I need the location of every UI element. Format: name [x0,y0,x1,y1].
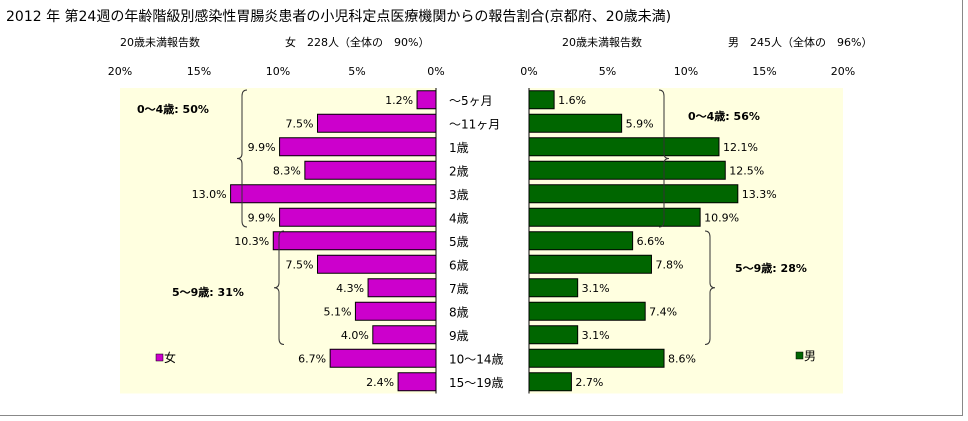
female-bar [230,184,437,204]
female-data-label: 7.5% [286,117,314,130]
female-data-label: 4.3% [336,282,364,295]
male-bar [528,372,572,392]
female-data-label: 8.3% [273,164,301,177]
female-data-label: 4.0% [341,329,369,342]
male-data-label: 7.8% [655,258,683,271]
female-bar [279,207,437,227]
chart-title: 2012 年 第24週の年齢階級別感染性胃腸炎患者の小児科定点医療機関からの報告… [6,8,671,25]
x-tick-label-female: 0% [427,65,444,78]
x-tick-label-male: 20% [831,65,855,78]
male-group-label: 5～9歳: 28% [735,261,807,275]
female-bar [329,348,437,368]
female-bar [416,90,437,110]
header-male-label: 20歳未満報告数 [562,36,642,49]
male-data-label: 7.4% [649,305,677,318]
female-group-brace [236,89,248,228]
male-group-brace [704,230,716,345]
x-tick-label-male: 5% [599,65,616,78]
female-bar [279,137,437,157]
female-data-label: 7.5% [286,258,314,271]
male-bar [528,254,652,274]
x-tick-label-female: 20% [108,65,132,78]
female-group-brace [273,230,285,345]
female-bar [304,160,437,180]
legend-swatch-female [155,353,164,362]
x-tick-label-female: 10% [266,65,290,78]
male-data-label: 2.7% [575,376,603,389]
female-data-label: 10.3% [234,235,269,248]
female-bar [317,254,437,274]
male-bar [528,301,646,321]
male-bar [528,137,720,157]
male-bar [528,348,665,368]
legend-label-male: 男 [804,349,816,363]
female-bar [317,113,437,133]
female-bar [372,325,437,345]
female-data-label: 2.4% [366,376,394,389]
legend-label-female: 女 [164,350,176,365]
male-group-label: 0～4歳: 56% [688,109,760,123]
female-bar [272,231,437,251]
male-bar [528,231,634,251]
male-bar [528,207,701,227]
category-label: 6歳 [449,258,469,272]
male-data-label: 5.9% [626,117,654,130]
header-male-count: 男 245人（全体の 96%） [728,35,872,49]
female-data-label: 9.9% [248,211,276,224]
x-tick-label-male: 0% [520,65,537,78]
category-label: 4歳 [449,211,469,225]
category-label: ～11ヶ月 [449,117,500,131]
male-data-label: 3.1% [582,329,610,342]
female-data-label: 6.7% [298,352,326,365]
female-bar [367,278,437,298]
x-tick-label-male: 10% [674,65,698,78]
female-data-label: 1.2% [385,94,413,107]
female-group-label: 5～9歳: 31% [172,285,244,299]
male-data-label: 12.1% [723,141,758,154]
category-label: 7歳 [449,282,469,296]
male-data-label: 6.6% [637,235,665,248]
male-data-label: 10.9% [704,211,739,224]
female-data-label: 5.1% [323,305,351,318]
male-data-label: 13.3% [742,188,777,201]
x-tick-label-female: 5% [348,65,365,78]
category-label: 9歳 [449,329,469,343]
category-label: 10～14歳 [449,352,504,366]
male-data-label: 3.1% [582,282,610,295]
category-label: 15～19歳 [449,376,504,390]
male-bar [528,90,555,110]
male-data-label: 1.6% [558,94,586,107]
x-tick-label-male: 15% [752,65,776,78]
category-label: ～5ヶ月 [449,94,493,108]
category-label: 8歳 [449,305,469,319]
category-label: 2歳 [449,164,469,178]
male-bar [528,278,579,298]
legend-swatch-male [795,351,804,360]
male-data-label: 8.6% [668,352,696,365]
header-female-label: 20歳未満報告数 [120,36,200,49]
male-bar [528,113,623,133]
female-data-label: 9.9% [248,141,276,154]
category-label: 1歳 [449,141,469,155]
category-label: 5歳 [449,235,469,249]
header-female-count: 女 228人（全体の 90%） [285,35,429,49]
male-data-label: 12.5% [729,164,764,177]
female-data-label: 13.0% [192,188,227,201]
male-bar [528,325,579,345]
x-tick-label-female: 15% [187,65,211,78]
female-bar [354,301,437,321]
female-group-label: 0～4歳: 50% [137,102,209,116]
category-label: 3歳 [449,188,469,202]
female-bar [397,372,437,392]
male-group-brace [658,89,670,228]
male-bar [528,184,739,204]
male-bar [528,160,726,180]
